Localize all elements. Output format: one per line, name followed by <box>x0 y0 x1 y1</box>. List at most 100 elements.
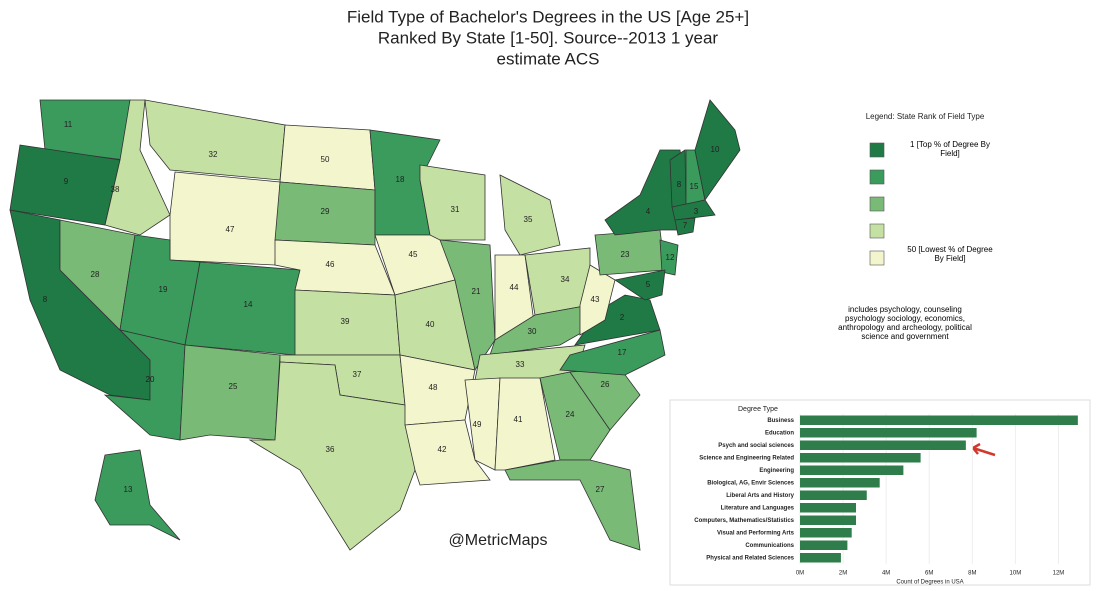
state-rank: 47 <box>226 225 235 234</box>
title-line: estimate ACS <box>497 49 600 68</box>
state-rank: 14 <box>244 300 253 309</box>
state-rank: 27 <box>596 485 605 494</box>
state <box>184 261 301 356</box>
state <box>464 377 501 471</box>
state <box>419 164 486 241</box>
state-rank: 19 <box>159 285 168 294</box>
x-tick-label: 6M <box>925 571 933 577</box>
legend-swatch <box>869 142 885 158</box>
state-rank: 17 <box>618 348 627 357</box>
state-rank: 50 <box>321 155 330 164</box>
state <box>404 419 491 486</box>
state <box>669 149 687 208</box>
state-rank: 35 <box>524 215 533 224</box>
state <box>671 199 716 221</box>
title-line: Ranked By State [1-50]. Source--2013 1 y… <box>378 28 719 47</box>
state-rank: 42 <box>438 445 447 454</box>
state-rank: 39 <box>341 317 350 326</box>
state-rank: 5 <box>646 280 651 289</box>
state-rank: 49 <box>473 420 482 429</box>
state-rank: 45 <box>409 250 418 259</box>
legend <box>869 142 885 266</box>
bar <box>800 490 867 500</box>
state-rank: 13 <box>124 485 133 494</box>
x-tick-label: 0M <box>796 571 804 577</box>
x-tick-label: 10M <box>1010 571 1022 577</box>
state <box>169 171 281 266</box>
x-axis-label: Count of Degrees in USA <box>896 580 963 586</box>
y-tick-label: Liberal Arts and History <box>726 493 794 499</box>
state <box>694 99 741 201</box>
state-rank: 41 <box>514 415 523 424</box>
state-rank: 10 <box>711 145 720 154</box>
bar <box>800 503 856 513</box>
bar <box>800 540 848 550</box>
legend-bottom-label: 50 [Lowest % of Degree By Field] <box>907 245 993 263</box>
legend-top: 1 [Top % of Degree By Field] <box>909 140 991 158</box>
y-tick-label: Business <box>767 418 794 424</box>
legend-top-label: 1 [Top % of Degree By Field] <box>909 140 991 158</box>
state-rank: 32 <box>209 150 218 159</box>
state-rank: 43 <box>591 295 600 304</box>
y-tick-label: Communications <box>745 543 794 549</box>
bar <box>800 478 880 488</box>
state-rank: 48 <box>429 383 438 392</box>
bar <box>800 553 841 563</box>
state <box>144 99 286 181</box>
y-tick-label: Visual and Performing Arts <box>717 530 795 536</box>
bar <box>800 440 966 450</box>
state <box>613 269 666 301</box>
x-tick-label: 4M <box>882 571 890 577</box>
state <box>539 371 611 461</box>
bar <box>800 515 856 525</box>
state-rank: 38 <box>111 185 120 194</box>
state-rank: 20 <box>146 375 155 384</box>
state <box>499 174 561 256</box>
map: 1198283832471914202550294639373618454048… <box>9 99 741 551</box>
state-rank: 25 <box>229 382 238 391</box>
state-rank: 37 <box>353 370 362 379</box>
y-tick-label: Science and Engineering Related <box>699 455 794 461</box>
state-rank: 40 <box>426 320 435 329</box>
state-rank: 18 <box>396 175 405 184</box>
legend-swatch <box>869 169 885 185</box>
bar-chart: 0M 2M 4M 6M 8M 10M 12M Business Education Psych a… <box>694 414 1078 577</box>
watermark: @MetricMaps <box>449 532 548 549</box>
state-rank: 2 <box>620 313 625 322</box>
state-rank: 21 <box>472 287 481 296</box>
legend-swatch <box>869 196 885 212</box>
x-tick-label: 2M <box>839 571 847 577</box>
state-rank: 12 <box>666 253 675 262</box>
y-tick-label: Physical and Related Sciences <box>706 555 794 561</box>
state-rank: 3 <box>694 207 699 216</box>
y-tick-label: Biological, AG, Envir Sciences <box>707 480 794 486</box>
bar <box>800 453 921 463</box>
state-rank: 33 <box>516 360 525 369</box>
state <box>504 459 641 551</box>
y-tick-label: Psych and social sciences <box>718 443 794 449</box>
state-rank: 34 <box>561 275 570 284</box>
state <box>494 377 556 471</box>
state <box>659 239 679 276</box>
state-rank: 24 <box>566 410 575 419</box>
note-text: includes psychology, counseling psycholo… <box>838 305 972 341</box>
state <box>104 99 171 236</box>
x-tick-label: 8M <box>968 571 976 577</box>
state-rank: 9 <box>64 177 69 186</box>
state-rank: 26 <box>601 380 610 389</box>
legend-swatch <box>869 223 885 239</box>
legend-bottom: 50 [Lowest % of Degree By Field] <box>907 245 993 263</box>
category-header: Degree Type <box>738 406 778 413</box>
x-tick-label: 12M <box>1053 571 1065 577</box>
bar <box>800 428 977 438</box>
state-rank: 15 <box>690 182 699 191</box>
legend-title: Legend: State Rank of Field Type <box>866 112 985 121</box>
y-tick-label: Education <box>765 430 794 436</box>
y-tick-label: Computers, Mathematics/Statistics <box>694 518 794 524</box>
state <box>94 449 181 541</box>
y-tick-label: Engineering <box>759 468 794 474</box>
state-rank: 31 <box>451 205 460 214</box>
state-rank: 7 <box>683 221 688 230</box>
y-tick-label: Literature and Languages <box>721 505 795 511</box>
state-rank: 28 <box>91 270 100 279</box>
